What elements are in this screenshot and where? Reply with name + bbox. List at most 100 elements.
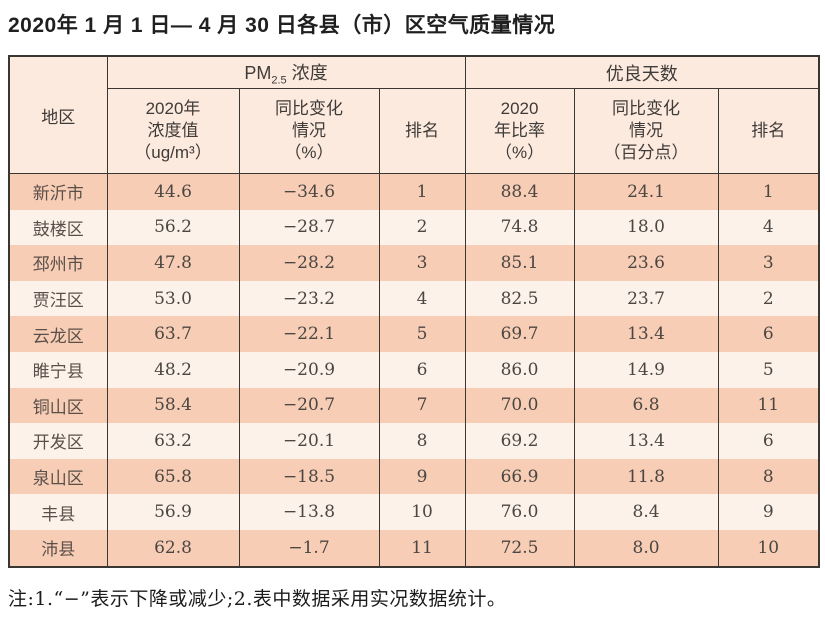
pm25-value-cell: 44.6 bbox=[106, 173, 240, 210]
pm25-value-cell: 56.9 bbox=[106, 494, 240, 530]
region-cell: 泉山区 bbox=[8, 458, 108, 495]
table-row: 鼓楼区 56.2 −28.7 2 74.8 18.0 4 bbox=[8, 209, 820, 246]
header-sub-row: 2020年 浓度值 （ug/m³） 同比变化 情况 （%） 排名 2020 年比… bbox=[9, 88, 820, 174]
ratio-value-cell: 74.8 bbox=[464, 209, 575, 246]
page-title: 2020年 1 月 1 日— 4 月 30 日各县（市）区空气质量情况 bbox=[8, 14, 556, 37]
col-header-pm25-change: 同比变化 情况 （%） bbox=[238, 88, 380, 174]
region-cell: 睢宁县 bbox=[8, 351, 108, 388]
ratio-change-cell: 24.1 bbox=[573, 173, 719, 210]
pm25-change-cell: −1.7 bbox=[238, 529, 380, 567]
pm25-change-cell: −28.7 bbox=[238, 209, 380, 246]
ratio-rank-cell: 2 bbox=[717, 280, 820, 317]
ratio-value-cell: 76.0 bbox=[464, 494, 575, 530]
region-cell: 新沂市 bbox=[8, 173, 108, 210]
table-body: 新沂市 44.6 −34.6 1 88.4 24.1 1 鼓楼区 56.2 −28.7 2 74.8 1… bbox=[8, 173, 820, 567]
pm25-rank-cell: 9 bbox=[378, 458, 466, 495]
table-row: 沛县 62.8 −1.7 11 72.5 8.0 10 bbox=[8, 529, 820, 567]
air-quality-table: 地区 PM2.5 浓度 优良天数 2020年 浓度值 （ug/m³） 同比变化 … bbox=[8, 55, 821, 568]
ratio-value-cell: 69.2 bbox=[464, 423, 575, 459]
pm25-label-prefix: PM bbox=[244, 62, 272, 83]
table-row: 泉山区 65.8 −18.5 9 66.9 11.8 8 bbox=[8, 458, 820, 495]
col-group-pm25: PM2.5 浓度 bbox=[106, 55, 466, 89]
table-row: 睢宁县 48.2 −20.9 6 86.0 14.9 5 bbox=[8, 351, 820, 388]
table-row: 贾汪区 53.0 −23.2 4 82.5 23.7 2 bbox=[8, 280, 820, 317]
ratio-value-cell: 72.5 bbox=[464, 529, 575, 567]
col-header-pm25-value: 2020年 浓度值 （ug/m³） bbox=[106, 88, 240, 174]
ratio-rank-cell: 5 bbox=[717, 351, 820, 388]
ratio-rank-cell: 1 bbox=[717, 173, 820, 210]
pm25-value-cell: 48.2 bbox=[106, 351, 240, 388]
pm25-rank-cell: 6 bbox=[378, 351, 466, 388]
pm25-value-cell: 53.0 bbox=[106, 280, 240, 317]
region-cell: 鼓楼区 bbox=[8, 209, 108, 246]
pm25-value-cell: 58.4 bbox=[106, 387, 240, 424]
ratio-rank-cell: 8 bbox=[717, 458, 820, 495]
ratio-rank-cell: 4 bbox=[717, 209, 820, 246]
ratio-value-cell: 82.5 bbox=[464, 280, 575, 317]
ratio-change-cell: 13.4 bbox=[573, 316, 719, 352]
ratio-value-cell: 70.0 bbox=[464, 387, 575, 424]
region-cell: 贾汪区 bbox=[8, 280, 108, 317]
region-cell: 开发区 bbox=[8, 423, 108, 459]
region-cell: 沛县 bbox=[8, 529, 108, 567]
table-row: 邳州市 47.8 −28.2 3 85.1 23.6 3 bbox=[8, 245, 820, 281]
table-row: 丰县 56.9 −13.8 10 76.0 8.4 9 bbox=[8, 494, 820, 530]
pm25-change-cell: −20.7 bbox=[238, 387, 380, 424]
col-header-ratio-rank: 排名 bbox=[717, 88, 820, 174]
pm25-value-cell: 65.8 bbox=[106, 458, 240, 495]
ratio-change-cell: 8.0 bbox=[573, 529, 719, 567]
ratio-change-cell: 8.4 bbox=[573, 494, 719, 530]
pm25-change-cell: −18.5 bbox=[238, 458, 380, 495]
pm25-rank-cell: 8 bbox=[378, 423, 466, 459]
ratio-rank-cell: 6 bbox=[717, 316, 820, 352]
ratio-rank-cell: 10 bbox=[717, 529, 820, 567]
table-row: 开发区 63.2 −20.1 8 69.2 13.4 6 bbox=[8, 423, 820, 459]
ratio-rank-cell: 3 bbox=[717, 245, 820, 281]
region-cell: 丰县 bbox=[8, 494, 108, 530]
col-header-ratio-value: 2020 年比率 （%） bbox=[464, 88, 575, 174]
ratio-rank-cell: 9 bbox=[717, 494, 820, 530]
table-row: 云龙区 63.7 −22.1 5 69.7 13.4 6 bbox=[8, 316, 820, 352]
region-cell: 邳州市 bbox=[8, 245, 108, 281]
col-header-region: 地区 bbox=[8, 55, 108, 174]
pm25-change-cell: −28.2 bbox=[238, 245, 380, 281]
pm25-value-cell: 63.2 bbox=[106, 423, 240, 459]
pm25-label-subscript: 2.5 bbox=[271, 74, 287, 87]
pm25-rank-cell: 7 bbox=[378, 387, 466, 424]
pm25-change-cell: −23.2 bbox=[238, 280, 380, 317]
ratio-value-cell: 86.0 bbox=[464, 351, 575, 388]
ratio-value-cell: 88.4 bbox=[464, 173, 575, 210]
region-cell: 铜山区 bbox=[8, 387, 108, 424]
ratio-change-cell: 14.9 bbox=[573, 351, 719, 388]
col-header-pm25-rank: 排名 bbox=[378, 88, 466, 174]
pm25-rank-cell: 2 bbox=[378, 209, 466, 246]
ratio-value-cell: 69.7 bbox=[464, 316, 575, 352]
pm25-rank-cell: 1 bbox=[378, 173, 466, 210]
pm25-value-cell: 62.8 bbox=[106, 529, 240, 567]
ratio-change-cell: 23.7 bbox=[573, 280, 719, 317]
pm25-rank-cell: 11 bbox=[378, 529, 466, 567]
ratio-rank-cell: 11 bbox=[717, 387, 820, 424]
footnote: 注:1.“−”表示下降或减少;2.表中数据采用实况数据统计。 bbox=[8, 587, 507, 610]
pm25-change-cell: −20.1 bbox=[238, 423, 380, 459]
ratio-change-cell: 13.4 bbox=[573, 423, 719, 459]
pm25-rank-cell: 4 bbox=[378, 280, 466, 317]
ratio-rank-cell: 6 bbox=[717, 423, 820, 459]
pm25-value-cell: 63.7 bbox=[106, 316, 240, 352]
pm25-rank-cell: 5 bbox=[378, 316, 466, 352]
pm25-change-cell: −20.9 bbox=[238, 351, 380, 388]
ratio-value-cell: 85.1 bbox=[464, 245, 575, 281]
ratio-change-cell: 11.8 bbox=[573, 458, 719, 495]
ratio-value-cell: 66.9 bbox=[464, 458, 575, 495]
table-row: 铜山区 58.4 −20.7 7 70.0 6.8 11 bbox=[8, 387, 820, 424]
header-group-row: 地区 PM2.5 浓度 优良天数 bbox=[8, 55, 820, 174]
pm25-value-cell: 56.2 bbox=[106, 209, 240, 246]
pm25-label-suffix: 浓度 bbox=[286, 62, 328, 83]
col-header-ratio-change: 同比变化 情况 （百分点） bbox=[573, 88, 719, 174]
pm25-change-cell: −22.1 bbox=[238, 316, 380, 352]
region-cell: 云龙区 bbox=[8, 316, 108, 352]
pm25-rank-cell: 3 bbox=[378, 245, 466, 281]
pm25-change-cell: −13.8 bbox=[238, 494, 380, 530]
table-row: 新沂市 44.6 −34.6 1 88.4 24.1 1 bbox=[8, 173, 820, 210]
